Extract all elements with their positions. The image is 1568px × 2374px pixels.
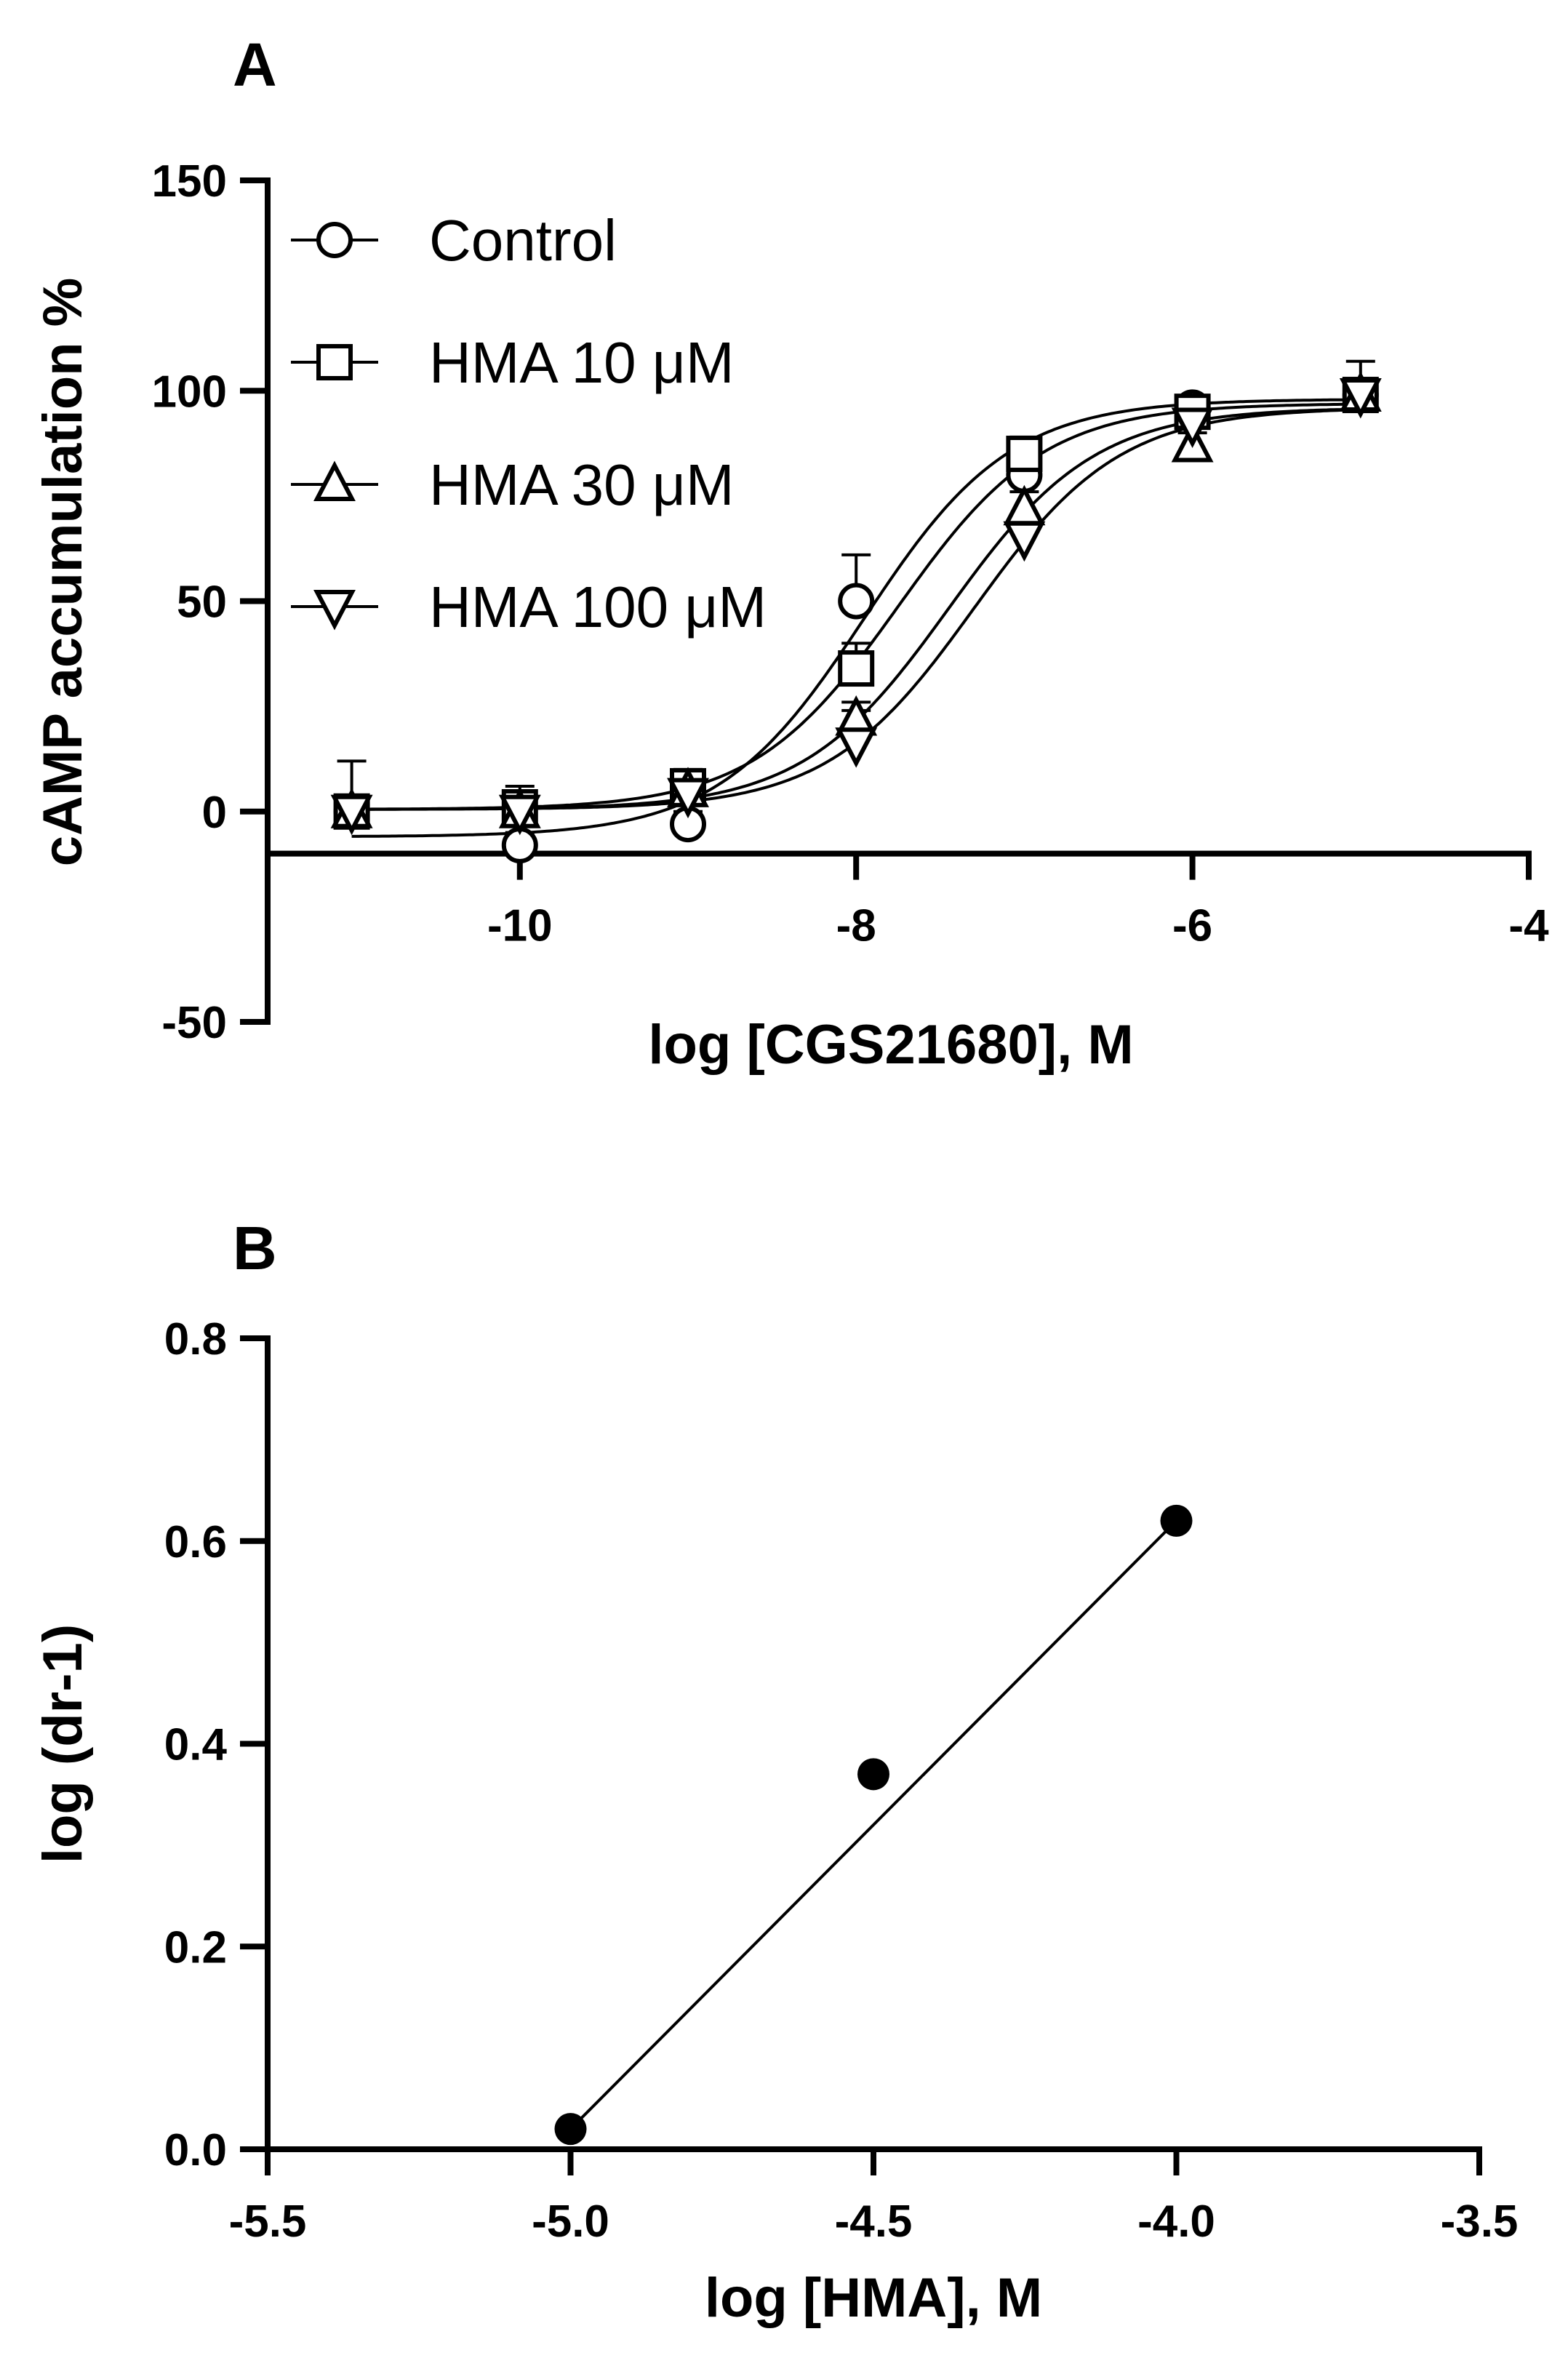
x-axis-title: log [HMA], M <box>705 2267 1042 2329</box>
data-point-square <box>1006 436 1043 473</box>
legend-label: HMA 100 μM <box>429 575 767 639</box>
data-point <box>554 2113 587 2146</box>
data-point-triangle-down <box>330 794 373 836</box>
legend-marker-circle <box>316 222 353 258</box>
y-axis-title: log (dr-1) <box>32 1624 94 1863</box>
legend-marker-triangle-down <box>313 590 356 631</box>
regression-line <box>569 1519 1177 2130</box>
y-tick-label: 0.4 <box>164 1720 228 1770</box>
y-axis-title: cAMP accumulation % <box>32 278 94 866</box>
data-point-triangle-down <box>1003 521 1046 562</box>
legend: Control HMA 10 μM HMA 30 μM HMA 100 μM <box>291 208 767 639</box>
panel-a: A -50 0 50 100 150 -10 -8 -6 -4 log [CGS21680], M c… <box>32 31 1549 1076</box>
y-tick-label: 0.0 <box>164 2125 227 2175</box>
data-point-triangle-down <box>1171 407 1214 449</box>
x-tick-label: -4.5 <box>835 2197 913 2247</box>
y-tick-label: 50 <box>177 577 227 628</box>
data-point-triangle-up <box>1003 484 1046 526</box>
y-tick-label: 0 <box>202 788 227 838</box>
data-point-triangle-down <box>835 727 878 768</box>
x-tick-label: -10 <box>487 901 553 951</box>
data-point <box>857 1758 889 1791</box>
legend-marker-triangle-up <box>313 460 356 501</box>
y-tick-label: 150 <box>152 156 227 207</box>
legend-label: HMA 30 μM <box>429 452 735 517</box>
data-point-triangle-down <box>1339 378 1382 419</box>
legend-marker-square <box>316 344 353 380</box>
data-point <box>1160 1504 1193 1537</box>
x-tick-label: -6 <box>1172 901 1212 951</box>
data-point-circle <box>838 583 875 620</box>
y-tick-label: 0.8 <box>164 1314 227 1364</box>
x-tick-label: -5.0 <box>532 2197 609 2247</box>
data-point-triangle-down <box>498 794 541 836</box>
data-point-square <box>838 650 875 687</box>
legend-label: Control <box>429 208 617 273</box>
x-tick-label: -4.0 <box>1137 2197 1215 2247</box>
x-tick-label: -8 <box>836 901 876 951</box>
legend-label: HMA 10 μM <box>429 330 735 395</box>
x-tick-label: -3.5 <box>1441 2197 1519 2247</box>
y-tick-label: 100 <box>152 367 227 417</box>
x-tick-label: -4 <box>1508 901 1549 951</box>
panel-b: B 0.0 0.2 0.4 0.6 0.8 -5.5 -5.0 -4.5 -4.0 -3.5 log … <box>32 1214 1518 2329</box>
y-tick-label: 0.2 <box>164 1922 227 1973</box>
data-point-triangle-down <box>667 778 709 819</box>
y-tick-label: -50 <box>161 998 227 1048</box>
x-axis-title: log [CGS21680], M <box>648 1014 1133 1076</box>
x-tick-label: -5.5 <box>229 2197 307 2247</box>
y-tick-label: 0.6 <box>164 1517 227 1567</box>
panel-a-letter: A <box>233 31 277 99</box>
panel-b-letter: B <box>233 1214 277 1282</box>
